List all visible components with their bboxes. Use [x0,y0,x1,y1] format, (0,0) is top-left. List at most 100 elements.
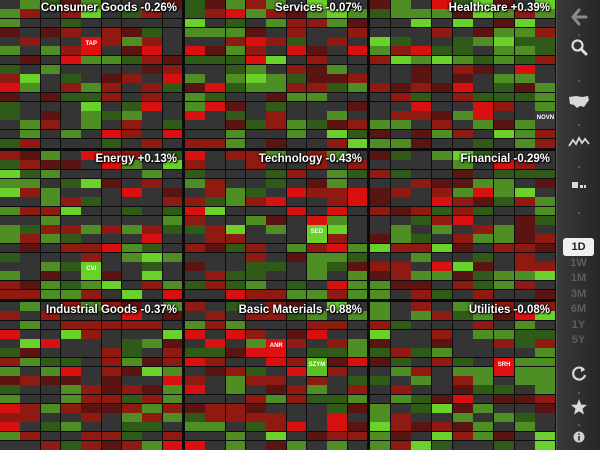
sector-services[interactable]: Services -0.07% [185,0,368,148]
stock-tile[interactable] [370,289,392,299]
stock-tile[interactable] [286,138,308,148]
stock-tile[interactable] [514,138,536,148]
stock-tile[interactable] [514,440,536,450]
sector-financial[interactable]: Financial -0.29% [370,151,556,299]
stock-tile[interactable] [20,289,42,299]
bars-icon[interactable] [557,178,600,198]
stock-tile[interactable] [122,289,143,299]
stock-tile-highlight[interactable]: SED [307,225,328,244]
stock-tile[interactable] [81,440,103,450]
stock-tile[interactable] [266,138,288,148]
sector-basic-materials[interactable]: ANR SZYM Basic Materials -0.88% [185,302,368,450]
stock-tile-highlight[interactable]: ANR [266,339,288,358]
stock-tile[interactable] [101,138,123,148]
stock-tile[interactable] [142,440,164,450]
sector-industrial-goods[interactable]: Industrial Goods -0.37% [0,302,183,450]
stock-tile-highlight[interactable]: SZYM [307,357,328,377]
stock-tile[interactable] [142,138,164,148]
stock-tile[interactable] [494,138,516,148]
stock-tile[interactable] [390,138,412,148]
stock-tile[interactable] [225,289,247,299]
stock-tile[interactable] [286,289,308,299]
stock-tile[interactable] [101,289,123,299]
stock-tile[interactable] [20,440,42,450]
stock-tile[interactable] [122,440,143,450]
stock-tile[interactable] [81,289,103,299]
stock-tile[interactable] [432,289,454,299]
sector-utilities[interactable]: SRH Utilities -0.08% [370,302,556,450]
stock-tile[interactable] [225,138,247,148]
line-chart-icon[interactable] [557,134,600,154]
stock-tile[interactable] [535,440,556,450]
stock-tile[interactable] [185,440,206,450]
stock-tile[interactable] [266,289,288,299]
stock-tile[interactable] [246,440,267,450]
stock-tile-highlight[interactable]: SRH [494,357,516,377]
stock-tile[interactable] [452,440,474,450]
range-5y[interactable]: 5Y [571,334,586,346]
stock-tile[interactable] [535,289,556,299]
stock-tile-highlight[interactable]: TAP [81,37,103,56]
stock-tile[interactable] [452,289,474,299]
stock-tile[interactable] [0,440,21,450]
stock-tile[interactable] [205,289,227,299]
sector-consumer-goods[interactable]: TAP Consumer Goods -0.26% [0,0,183,148]
stock-tile[interactable] [494,440,516,450]
stock-tile[interactable] [452,138,474,148]
range-6m[interactable]: 6M [570,303,587,315]
range-1w[interactable]: 1W [570,256,587,269]
stock-tile[interactable] [473,289,495,299]
sector-energy[interactable]: CVI Energy +0.13% [0,151,183,299]
stock-tile[interactable] [390,289,412,299]
info-icon[interactable] [557,430,600,444]
stock-tile[interactable] [514,289,536,299]
stock-tile[interactable] [473,440,495,450]
star-icon[interactable] [557,398,600,418]
stock-tile[interactable] [101,440,123,450]
stock-tile[interactable] [81,138,103,148]
stock-tile[interactable] [40,138,62,148]
back-arrow-icon[interactable] [557,8,600,28]
stock-tile[interactable] [327,138,349,148]
stock-tile[interactable] [0,289,21,299]
stock-tile[interactable] [246,138,267,148]
stock-tile[interactable] [162,289,183,299]
stock-tile-highlight[interactable]: CVI [81,262,103,281]
stock-tile[interactable] [307,289,328,299]
stock-tile[interactable] [185,289,206,299]
stock-tile[interactable] [411,289,433,299]
stock-tile[interactable] [40,289,62,299]
stock-tile[interactable] [0,138,21,148]
sector-healthcare[interactable]: NOVN Healthcare +0.39% [370,0,556,148]
stock-tile[interactable] [205,138,227,148]
stock-tile[interactable] [61,440,82,450]
stock-tile[interactable] [432,440,454,450]
stock-tile-highlight[interactable]: NOVN [535,111,556,130]
stock-tile[interactable] [185,138,206,148]
stock-tile[interactable] [122,138,143,148]
stock-tile[interactable] [327,289,349,299]
stock-tile[interactable] [20,138,42,148]
stock-tile[interactable] [307,138,328,148]
sector-technology[interactable]: SED Technology -0.43% [185,151,368,299]
stock-tile[interactable] [432,138,454,148]
stock-tile[interactable] [225,440,247,450]
range-1y[interactable]: 1Y [571,318,586,331]
stock-tile[interactable] [40,440,62,450]
search-icon[interactable] [557,38,600,58]
stock-tile[interactable] [494,289,516,299]
stock-tile[interactable] [411,138,433,148]
range-3m[interactable]: 3M [570,287,587,300]
stock-tile[interactable] [347,289,368,299]
stock-tile[interactable] [473,138,495,148]
stock-tile[interactable] [246,289,267,299]
refresh-icon[interactable] [557,364,600,386]
stock-tile[interactable] [411,440,433,450]
stock-tile[interactable] [266,440,288,450]
stock-tile[interactable] [162,138,183,148]
stock-tile[interactable] [142,289,164,299]
stock-tile[interactable] [61,289,82,299]
stock-tile[interactable] [61,138,82,148]
stock-tile[interactable] [370,138,392,148]
stock-tile[interactable] [286,440,308,450]
